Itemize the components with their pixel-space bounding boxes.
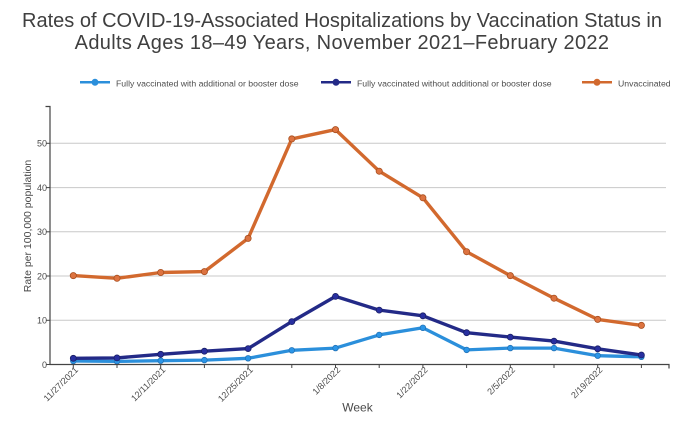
svg-text:1/8/2022: 1/8/2022 (310, 365, 342, 397)
svg-text:11/27/2021: 11/27/2021 (42, 365, 80, 403)
svg-text:12/25/2021: 12/25/2021 (216, 365, 255, 404)
svg-text:30: 30 (37, 227, 47, 237)
svg-text:12/11/2021: 12/11/2021 (129, 365, 167, 403)
svg-text:0: 0 (42, 360, 47, 370)
svg-text:Unvaccinated: Unvaccinated (618, 78, 671, 88)
svg-text:Rate per 100,000 population: Rate per 100,000 population (22, 160, 34, 293)
svg-text:20: 20 (37, 271, 47, 281)
svg-text:2/19/2022: 2/19/2022 (569, 365, 604, 400)
svg-text:2/5/2022: 2/5/2022 (485, 365, 517, 397)
svg-text:1/22/2022: 1/22/2022 (394, 365, 429, 400)
svg-text:10: 10 (37, 316, 47, 326)
svg-text:Fully vaccinated without addit: Fully vaccinated without additional or b… (357, 78, 552, 88)
svg-text:Week: Week (342, 401, 373, 415)
svg-text:50: 50 (37, 139, 47, 149)
svg-text:Fully vaccinated with addition: Fully vaccinated with additional or boos… (116, 78, 299, 88)
svg-text:40: 40 (37, 183, 47, 193)
